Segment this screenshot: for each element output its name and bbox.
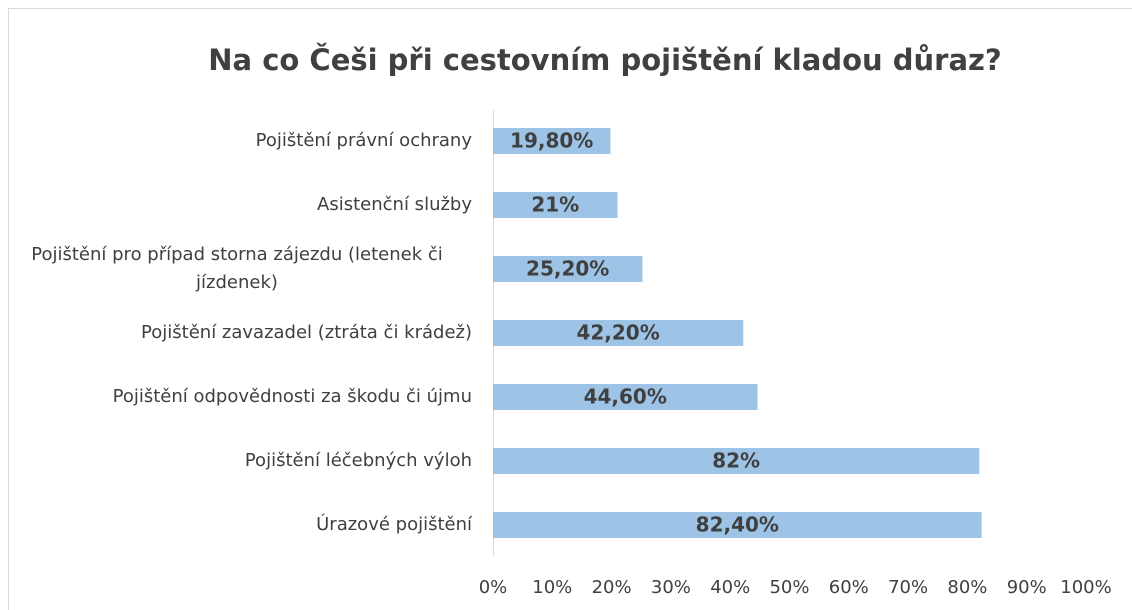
bar — [493, 384, 758, 410]
bar — [493, 512, 982, 538]
x-tick-label: 60% — [829, 577, 869, 598]
data-label: 82% — [712, 449, 760, 473]
category-label: Pojištění zavazadel (ztráta či krádež) — [141, 322, 472, 343]
category-label: Asistenční služby — [317, 194, 472, 215]
data-label: 21% — [531, 193, 579, 217]
category-label: Pojištění odpovědnosti za škodu či újmu — [112, 386, 472, 407]
x-tick-label: 90% — [1007, 577, 1047, 598]
data-label: 82,40% — [696, 513, 779, 537]
x-tick-label: 0% — [479, 577, 508, 598]
data-label: 44,60% — [584, 385, 667, 409]
x-tick-label: 70% — [888, 577, 928, 598]
x-tick-label: 10% — [532, 577, 572, 598]
bar — [493, 192, 618, 218]
x-tick-label: 30% — [651, 577, 691, 598]
x-tick-label: 80% — [947, 577, 987, 598]
chart-frame — [8, 8, 1132, 610]
bar — [493, 256, 643, 282]
category-label: Úrazové pojištění — [316, 514, 472, 535]
bar — [493, 128, 611, 154]
bar — [493, 320, 744, 346]
bar — [493, 448, 980, 474]
x-tick-label: 100% — [1060, 577, 1111, 598]
chart-title: Na co Češi při cestovním pojištění klado… — [208, 43, 1001, 77]
category-label: Pojištění právní ochrany — [255, 130, 472, 151]
x-tick-label: 50% — [769, 577, 809, 598]
x-tick-label: 20% — [592, 577, 632, 598]
category-label: Pojištění léčebných výloh — [244, 450, 472, 471]
category-label: Pojištění pro případ storna zájezdu (let… — [31, 244, 443, 293]
x-tick-label: 40% — [710, 577, 750, 598]
data-label: 25,20% — [526, 257, 609, 281]
data-label: 42,20% — [576, 321, 659, 345]
data-label: 19,80% — [510, 129, 593, 153]
